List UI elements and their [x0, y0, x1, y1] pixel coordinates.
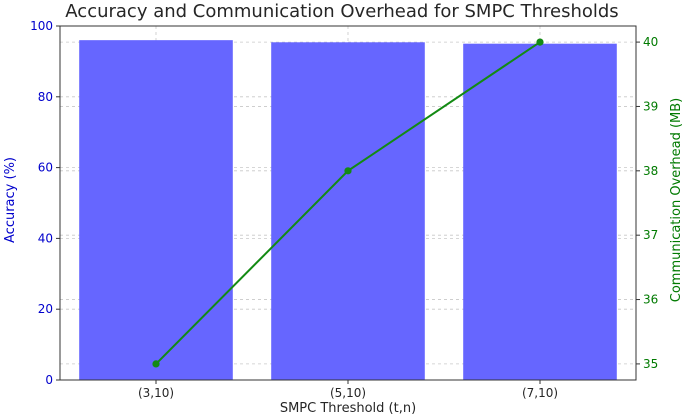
right-axis-label: Communication Overhead (MB) — [669, 98, 684, 303]
left-tick-label: 80 — [38, 90, 53, 104]
left-tick-label: 20 — [38, 302, 53, 316]
overhead-point-2 — [536, 38, 544, 46]
left-tick-label: 100 — [30, 19, 53, 33]
left-tick-label: 60 — [38, 161, 53, 175]
right-tick-label: 37 — [643, 228, 658, 242]
right-tick-label: 38 — [643, 164, 658, 178]
left-tick-label: 40 — [38, 231, 53, 245]
x-tick-label: (3,10) — [138, 386, 174, 400]
overhead-point-0 — [152, 360, 160, 368]
right-tick-label: 40 — [643, 35, 658, 49]
chart-title: Accuracy and Communication Overhead for … — [65, 1, 618, 22]
right-tick-label: 39 — [643, 99, 658, 113]
bar-group — [79, 40, 617, 381]
bar-0 — [79, 40, 233, 380]
bar-2 — [463, 43, 617, 380]
right-y-axis: 35 36 37 38 39 40 — [636, 35, 658, 371]
overhead-point-1 — [344, 167, 352, 175]
left-tick-label: 0 — [45, 373, 53, 387]
bar-1 — [271, 42, 425, 381]
right-tick-label: 36 — [643, 293, 658, 307]
line-series — [152, 38, 544, 368]
x-axis: (3,10) (5,10) (7,10) — [138, 380, 558, 400]
x-tick-label: (5,10) — [330, 386, 366, 400]
left-axis-label: Accuracy (%) — [3, 157, 18, 243]
x-tick-label: (7,10) — [522, 386, 558, 400]
x-axis-label: SMPC Threshold (t,n) — [280, 401, 416, 416]
left-y-axis: 0 20 40 60 80 100 — [30, 19, 60, 387]
right-tick-label: 35 — [643, 357, 658, 371]
